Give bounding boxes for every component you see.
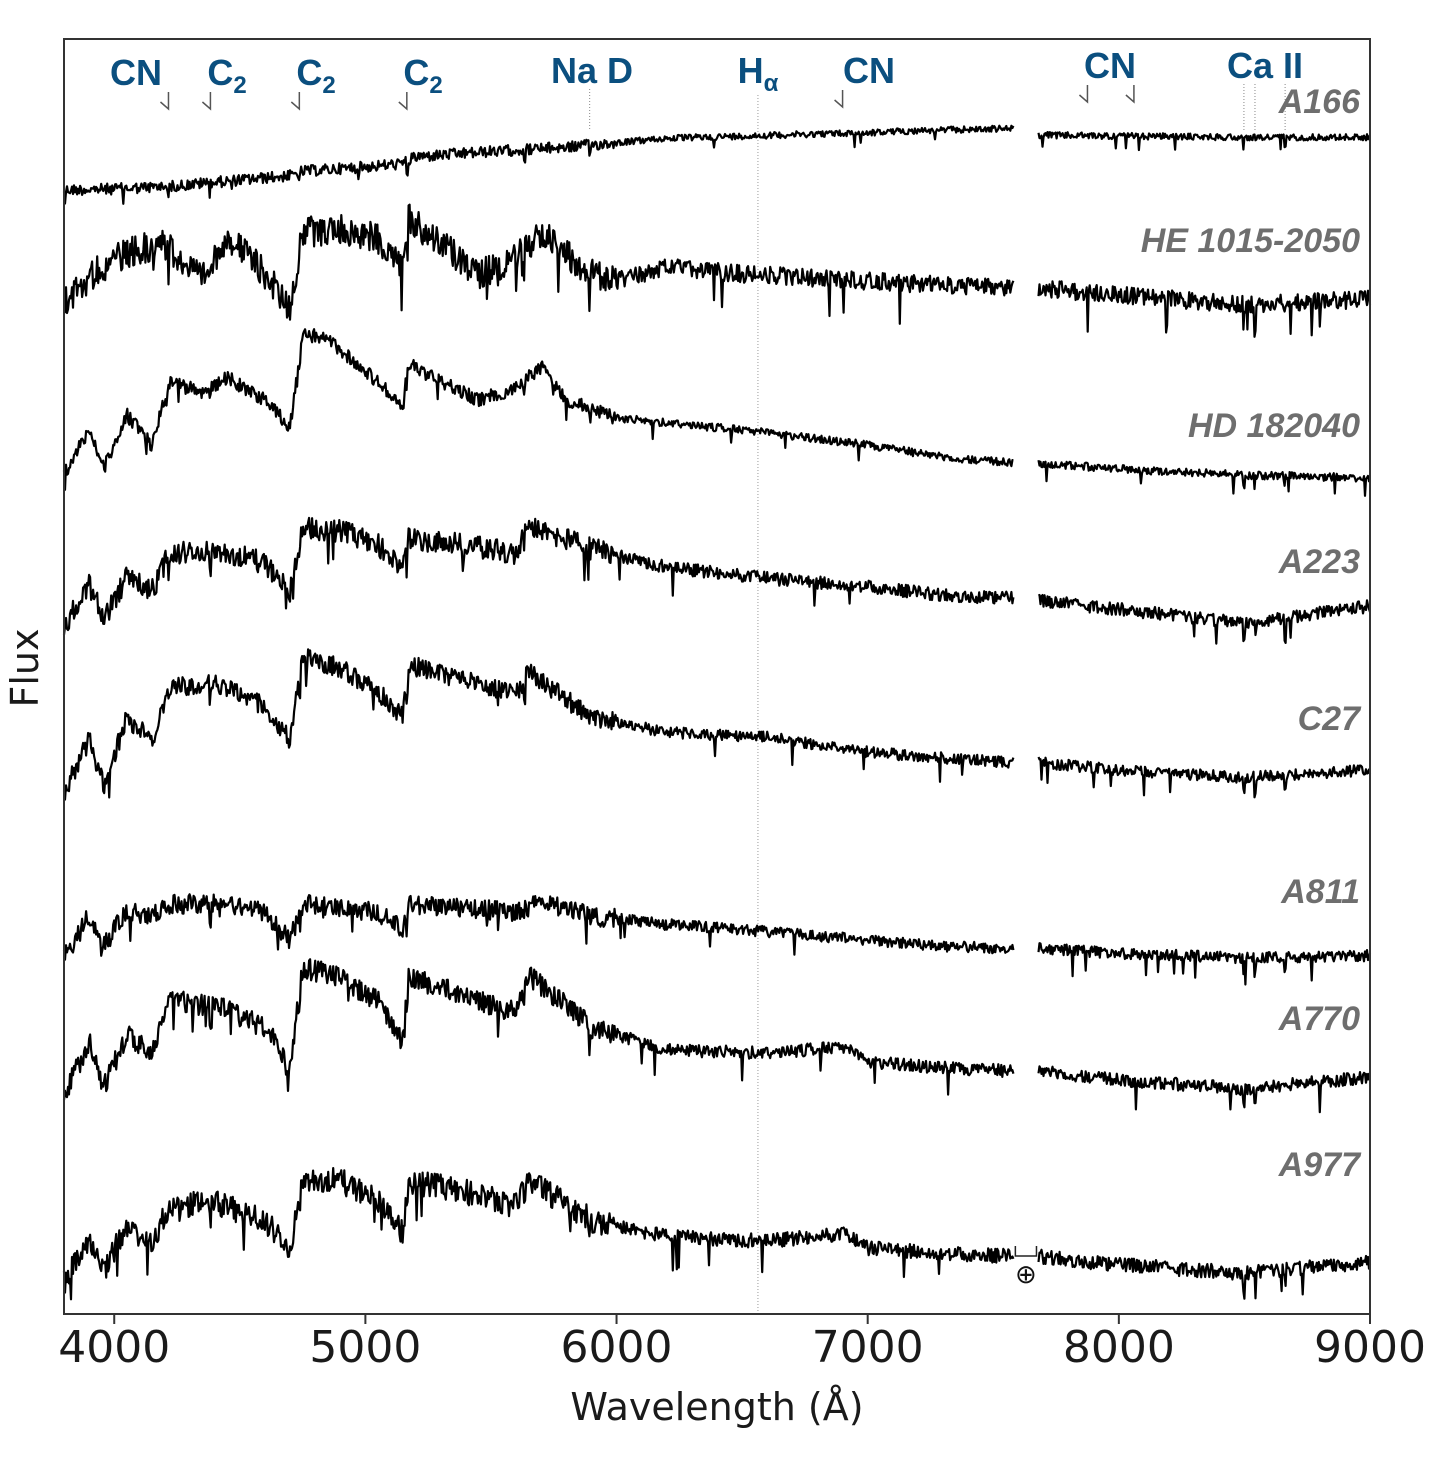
feature-markers: CN C2 C2 C2 Na D Hα CN CN Ca II <box>110 45 1303 130</box>
feature-marker <box>1125 85 1135 104</box>
feature-marker <box>159 92 170 111</box>
feature-label-c2-5165: C2 <box>403 52 442 99</box>
feature-label-caii: Ca II <box>1227 45 1303 86</box>
x-axis-label: Wavelength (Å) <box>570 1385 863 1429</box>
feature-marker <box>834 90 844 109</box>
feature-label-nad: Na D <box>551 50 633 91</box>
series-a770-blue <box>62 958 1015 1101</box>
feature-label-halpha: Hα <box>738 50 779 97</box>
series-a166-blue <box>62 124 1015 205</box>
x-tick-label: 9000 <box>1314 1322 1426 1373</box>
series-a811-blue <box>62 893 1015 961</box>
series-c27-red <box>1037 756 1372 799</box>
series-a770-red <box>1037 1065 1371 1114</box>
series-hd-182040-red <box>1037 459 1371 497</box>
series-c27-blue <box>62 648 1015 801</box>
x-tick-label: 7000 <box>812 1322 924 1373</box>
series-a977-red <box>1037 1248 1372 1300</box>
feature-label-cn-7900: CN <box>1084 45 1136 86</box>
feature-label-cn-6900: CN <box>843 50 895 91</box>
feature-marker <box>1078 85 1089 104</box>
star-label-a770: A770 <box>1278 1000 1360 1038</box>
spectra-series <box>62 124 1372 1301</box>
x-tick-label: 8000 <box>1063 1322 1175 1373</box>
feature-label-c2-4383: C2 <box>207 52 246 99</box>
x-tick-label: 5000 <box>309 1322 421 1373</box>
telluric-marker: ⊕ <box>1014 1246 1038 1290</box>
star-label-he-1015-2050: HE 1015-2050 <box>1141 222 1360 260</box>
plot-frame <box>63 38 1371 1315</box>
x-axis: 4000 5000 6000 7000 8000 9000 <box>58 1314 1426 1373</box>
series-he-1015-2050-blue <box>63 203 1015 325</box>
series-he-1015-2050-red <box>1037 280 1372 338</box>
feature-label-cn: CN <box>110 52 162 93</box>
star-label-a977: A977 <box>1278 1146 1362 1184</box>
series-a223-blue <box>62 516 1015 635</box>
series-a977-blue <box>62 1167 1015 1301</box>
star-label-c27: C27 <box>1298 700 1362 738</box>
plot-background <box>64 39 1370 1314</box>
series-a811-red <box>1037 942 1372 986</box>
feature-label-c2-4737: C2 <box>296 52 335 99</box>
feature-marker <box>201 92 212 111</box>
x-tick-label: 4000 <box>58 1322 170 1373</box>
telluric-bracket <box>1014 1246 1038 1257</box>
star-label-a166: A166 <box>1278 83 1361 121</box>
feature-marker <box>290 92 301 111</box>
series-hd-182040-blue <box>62 328 1014 491</box>
series-a166-red <box>1037 131 1371 152</box>
telluric-symbol: ⊕ <box>1015 1260 1037 1290</box>
star-label-a223: A223 <box>1278 543 1360 581</box>
star-label-hd-182040: HD 182040 <box>1188 407 1360 445</box>
series-a223-red <box>1037 593 1372 645</box>
x-tick-label: 6000 <box>561 1322 673 1373</box>
y-axis-label: Flux <box>3 629 47 708</box>
star-labels: A166 HE 1015-2050 HD 182040 A223 C27 A811 A770… <box>1141 83 1362 1184</box>
star-label-a811: A811 <box>1280 873 1360 911</box>
feature-marker <box>398 92 408 111</box>
